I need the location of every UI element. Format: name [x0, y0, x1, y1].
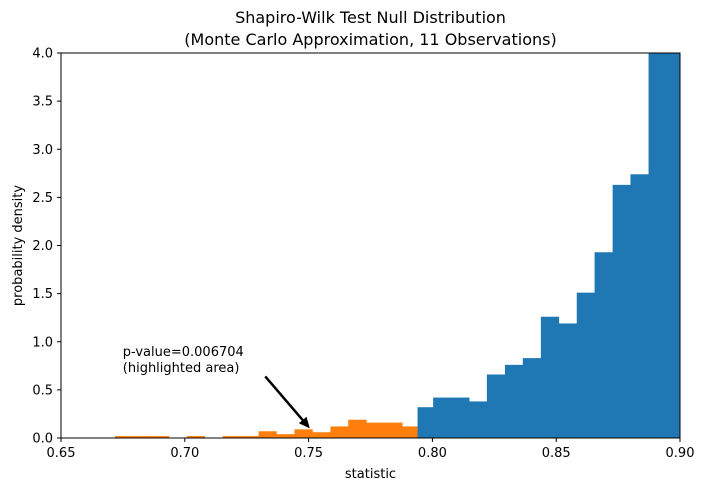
- y-tick-label: 3.5: [32, 95, 53, 110]
- y-tick-label: 3.0: [32, 143, 53, 158]
- y-tick-label: 0.0: [32, 432, 53, 447]
- x-tick-label: 0.85: [542, 446, 571, 461]
- y-tick-label: 2.0: [32, 239, 53, 254]
- histogram-bar: [222, 436, 241, 438]
- histogram-bar: [312, 432, 331, 438]
- y-tick-label: 0.5: [32, 383, 53, 398]
- x-tick-label: 0.70: [170, 446, 199, 461]
- histogram-bar: [469, 401, 488, 438]
- y-axis-label: probability density: [11, 185, 26, 306]
- histogram-bar: [450, 397, 470, 438]
- histogram-bar: [522, 358, 542, 438]
- x-tick-label: 0.90: [666, 446, 695, 461]
- histogram-bar: [576, 292, 595, 438]
- x-tick-label: 0.80: [418, 446, 447, 461]
- x-tick-label: 0.65: [47, 446, 76, 461]
- histogram-bar: [294, 429, 313, 438]
- histogram-bar: [348, 419, 367, 438]
- chart-title: Shapiro-Wilk Test Null Distribution: [235, 8, 506, 27]
- histogram-bar: [186, 436, 206, 438]
- annotation-highlight-text: (highlighted area): [123, 361, 240, 376]
- histogram-bar: [612, 184, 631, 438]
- x-tick-label: 0.75: [294, 446, 323, 461]
- histogram-bar: [504, 364, 524, 438]
- chart-subtitle: (Monte Carlo Approximation, 11 Observati…: [184, 30, 556, 49]
- annotation: p-value=0.006704(highlighted area): [123, 345, 310, 429]
- histogram-bar: [486, 374, 506, 438]
- histogram-bar: [258, 431, 277, 438]
- histogram-bar: [594, 252, 614, 438]
- y-tick-label: 4.0: [32, 47, 53, 62]
- histogram-bar: [402, 426, 418, 438]
- y-tick-label: 1.0: [32, 335, 53, 350]
- y-axis: 0.0 0.5 1.0 1.5 2.0 2.5 3.0 3.5 4.0: [32, 47, 61, 447]
- histogram-bar: [132, 436, 152, 438]
- histogram-bar: [330, 426, 349, 438]
- histogram-bar: [558, 323, 578, 438]
- histogram-bar: [648, 53, 667, 438]
- histogram-bar: [276, 434, 295, 438]
- annotation-pvalue-text: p-value=0.006704: [123, 345, 244, 360]
- bars-group: [114, 53, 681, 438]
- histogram-bar: [433, 397, 452, 438]
- y-tick-label: 2.5: [32, 191, 53, 206]
- histogram-bar: [240, 436, 259, 438]
- histogram-bar: [366, 422, 385, 438]
- histogram-bar: [384, 422, 403, 438]
- histogram-bar: [150, 436, 170, 438]
- y-tick-label: 1.5: [32, 287, 53, 302]
- histogram-bar: [666, 53, 681, 438]
- histogram-bar: [114, 436, 134, 438]
- annotation-arrow-head: [298, 416, 310, 429]
- x-axis-label: statistic: [345, 467, 396, 482]
- histogram-bar: [540, 316, 560, 438]
- annotation-arrow-shaft: [264, 375, 304, 421]
- histogram-bar: [417, 407, 434, 438]
- histogram-bar: [630, 174, 649, 438]
- x-axis: 0.65 0.70 0.75 0.80 0.85 0.90: [47, 438, 695, 461]
